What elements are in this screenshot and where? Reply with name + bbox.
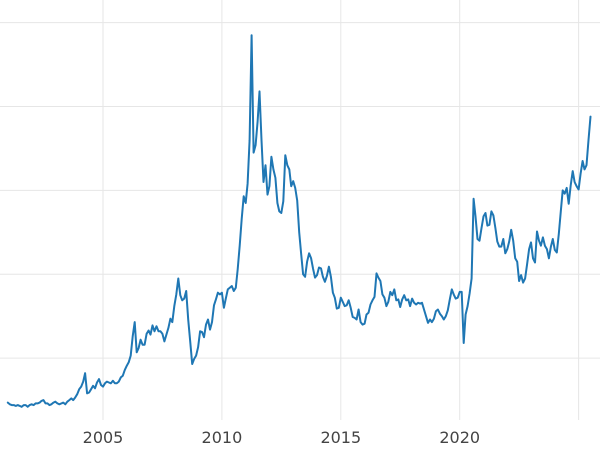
x-tick-label: 2010: [202, 428, 243, 447]
x-axis-tick-labels: 2005 2010 2015 2020: [83, 428, 480, 447]
vertical-gridlines: [102, 0, 580, 420]
x-tick-label: 2005: [83, 428, 124, 447]
price-line-group: [6, 34, 592, 408]
x-tick-label: 2020: [439, 428, 480, 447]
x-tick-label: 2015: [320, 428, 361, 447]
horizontal-gridlines: [0, 22, 600, 359]
price-line: [6, 34, 592, 408]
